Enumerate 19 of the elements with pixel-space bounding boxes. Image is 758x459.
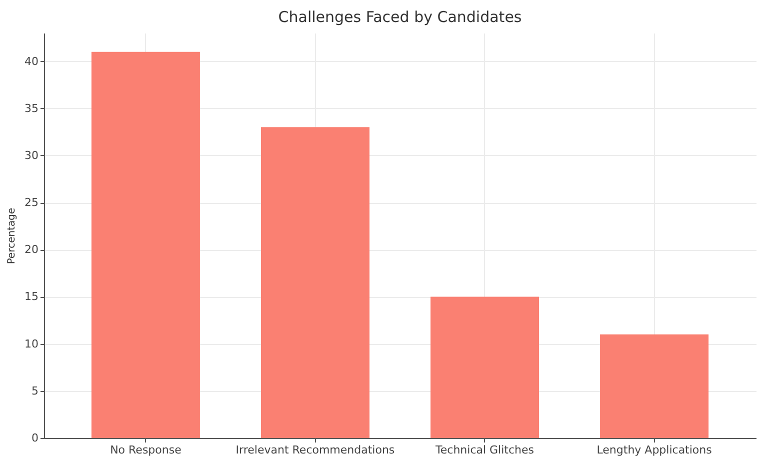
x-tick-label: No Response xyxy=(110,444,182,456)
y-tick-label: 15 xyxy=(24,290,38,304)
y-axis-title: Percentage xyxy=(6,208,18,264)
y-tick-label: 25 xyxy=(24,196,38,210)
y-tick-label: 40 xyxy=(24,54,38,68)
bar xyxy=(600,334,709,438)
y-tick-label: 10 xyxy=(24,337,38,350)
x-tick-label: Lengthy Applications xyxy=(596,444,712,456)
bar xyxy=(260,127,370,438)
y-tick-label: 5 xyxy=(32,384,38,398)
y-tick-label: 30 xyxy=(24,148,38,162)
bar xyxy=(91,52,200,438)
chart-title: Challenges Faced by Candidates xyxy=(278,8,522,26)
x-tick-label: Irrelevant Recommendations xyxy=(236,444,395,456)
y-tick-label: 20 xyxy=(24,243,38,256)
y-tick-label: 35 xyxy=(24,102,38,115)
x-tick-label: Technical Glitches xyxy=(434,444,534,456)
y-tick-label: 0 xyxy=(32,432,38,444)
bar xyxy=(430,296,540,438)
